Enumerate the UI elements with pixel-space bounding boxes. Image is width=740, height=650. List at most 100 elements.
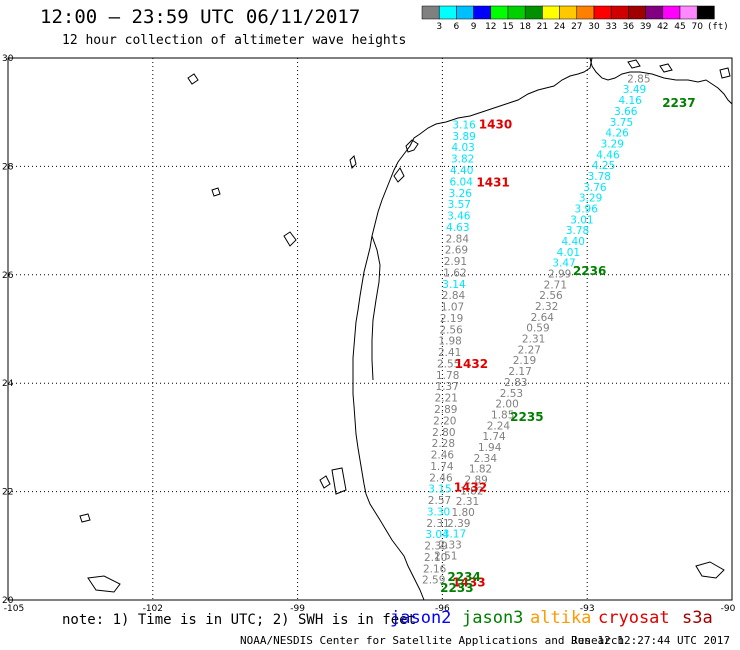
- legend-tick-label: 45: [674, 22, 685, 32]
- swh-value-label: 2.51: [434, 550, 457, 562]
- legend-swatch: [610, 5, 629, 20]
- swh-value-label: 2.55: [437, 358, 460, 370]
- legend-swatch: [662, 5, 681, 20]
- barrier-island-path: [371, 235, 381, 381]
- legend-swatch: [628, 5, 646, 20]
- swh-value-label: 2.84: [442, 290, 466, 302]
- swh-value-label: 1.07: [441, 302, 464, 314]
- swh-value-label: 2.46: [429, 472, 453, 484]
- swh-value-label: 1.78: [436, 370, 459, 382]
- swh-value-label: 6.04: [450, 176, 474, 188]
- swh-value-label: 3.29: [601, 138, 624, 150]
- swh-value-label: 2.20: [433, 415, 456, 427]
- footer-timestamp: Jun 12 12:27:44 UTC 2017: [571, 634, 730, 647]
- swh-value-label: 2.19: [513, 355, 536, 367]
- legend-tick-label: 33: [605, 22, 616, 32]
- legend-swatch: [559, 5, 578, 20]
- swh-value-label: 4.16: [618, 95, 642, 107]
- legend-tick-label: 70: [691, 22, 703, 32]
- swh-value-label: 2.59: [422, 575, 445, 587]
- legend-tick-label: 9: [471, 22, 477, 32]
- swh-value-label: 2.41: [438, 347, 461, 359]
- swh-value-label: 0.59: [526, 323, 549, 335]
- swh-value-label: 2.64: [531, 312, 555, 324]
- lat-tick-label: 30: [2, 54, 14, 64]
- mainland-coast-path: [352, 57, 593, 601]
- legend-swatch: [456, 5, 474, 20]
- swh-value-label: 2.28: [432, 438, 455, 450]
- pass-time-label: 1431: [476, 175, 509, 189]
- lon-tick-label: -96: [435, 604, 450, 614]
- swh-value-label: 3.49: [623, 84, 646, 96]
- legend-tick-label: 24: [554, 22, 566, 32]
- swh-value-label: 2.85: [627, 73, 650, 85]
- lat-tick-label: 22: [2, 488, 13, 498]
- lat-tick-label: 20: [2, 596, 14, 606]
- swh-value-label: 1.82: [460, 485, 483, 497]
- swh-value-label: 2.31: [522, 334, 545, 346]
- swh-value-label: 4.03: [451, 142, 474, 154]
- legend-swatch: [507, 5, 526, 20]
- note-text: note: 1) Time is in UTC; 2) SWH is in fe…: [62, 612, 417, 628]
- pass-time-label: 1432: [455, 357, 488, 371]
- swh-value-label: 2.16: [423, 563, 447, 575]
- legend-tick-label: 39: [640, 22, 652, 32]
- legend-swatch: [645, 5, 664, 20]
- legend-swatch: [542, 5, 560, 20]
- swh-value-label: 2.31: [456, 496, 479, 508]
- legend-swatch: [490, 5, 509, 20]
- swh-value-label: 1.62: [443, 267, 466, 279]
- swh-value-label: 4.40: [450, 165, 473, 177]
- mission-s3a: s3a: [682, 608, 713, 628]
- swh-value-label: 3.78: [588, 171, 611, 183]
- pass-time-label: 2233: [440, 581, 473, 595]
- legend-tick-label: 3: [436, 22, 442, 32]
- lon-tick-label: -102: [143, 604, 163, 614]
- swh-value-label: 3.17: [443, 529, 466, 541]
- pass-time-label: 2234: [447, 570, 480, 584]
- swh-value-label: 2.17: [508, 366, 531, 378]
- legend-tick-label: 21: [537, 22, 548, 32]
- lat-tick-label: 24: [2, 379, 14, 389]
- lon-tick-label: -90: [721, 604, 736, 614]
- pass-time-label: 2237: [662, 96, 695, 110]
- mission-jason3: jason3: [462, 608, 524, 628]
- footer: NOAA/NESDIS Center for Satellite Applica…: [240, 634, 730, 647]
- swh-value-label: 1.98: [438, 336, 461, 348]
- lat-lon-grid: [7, 57, 733, 601]
- swh-value-label: 4.26: [605, 128, 629, 140]
- swh-value-label: 4.25: [592, 160, 615, 172]
- legend-swatch: [679, 5, 698, 20]
- swh-value-label: 1.74: [430, 461, 454, 473]
- swh-value-label: 1.94: [478, 442, 502, 454]
- coastline: [79, 57, 733, 601]
- lake-path: [79, 513, 91, 523]
- lon-tick-label: -93: [580, 604, 595, 614]
- legend-swatch: [593, 5, 612, 20]
- island-path: [695, 561, 725, 579]
- marsh-path: [627, 59, 641, 69]
- legend-tick-label: 18: [519, 22, 531, 32]
- lake-path: [283, 231, 297, 247]
- mission-jason2: jason2: [390, 608, 452, 628]
- satellite-tracks: 3.163.894.033.824.406.043.263.573.464.63…: [422, 73, 651, 586]
- swh-value-label: 3.14: [442, 279, 466, 291]
- legend-swatch: [576, 5, 595, 20]
- swh-value-label: 2.91: [444, 256, 467, 268]
- lat-tick-label: 28: [2, 162, 14, 172]
- legend-tick-label: 36: [623, 22, 635, 32]
- swh-value-label: 4.01: [557, 247, 580, 259]
- pass-time-label: 2236: [573, 264, 606, 278]
- swh-value-label: 3.89: [452, 131, 475, 143]
- swh-value-label: 3.01: [570, 214, 593, 226]
- swh-value-label: 2.21: [435, 393, 458, 405]
- swh-value-label: 2.19: [440, 313, 463, 325]
- legend-tick-label: 15: [502, 22, 513, 32]
- pass-time-label: 1433: [452, 575, 485, 589]
- pass-time-label: 2235: [510, 410, 543, 424]
- lake-path: [187, 73, 199, 85]
- mission-cryosat: cryosat: [598, 608, 670, 628]
- swh-value-label: 2.33: [438, 540, 461, 552]
- swh-value-label: 3.04: [425, 529, 449, 541]
